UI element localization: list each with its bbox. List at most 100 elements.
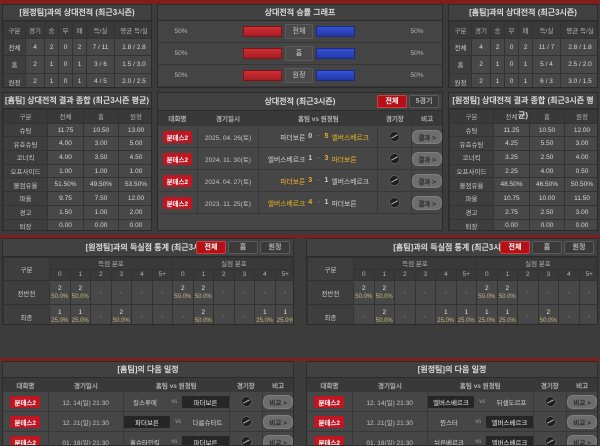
count-value: 2 xyxy=(382,308,387,316)
empty-value: - xyxy=(444,288,447,296)
distribution-cell: - xyxy=(254,280,276,305)
result-button[interactable]: 결과 > xyxy=(412,173,442,188)
row-label: 원정 xyxy=(3,72,26,87)
match-date-cell: 2024. 04. 27(토) xyxy=(198,170,260,191)
empty-value: - xyxy=(567,288,570,296)
stat-cell: 1 xyxy=(44,72,59,87)
filter-button[interactable]: 홈 xyxy=(228,241,258,254)
panel-title: [원정팀]과의 득실점 통계 (최근3시즌) 전체 홈 원정 xyxy=(3,239,293,257)
distribution-cell: - xyxy=(233,280,256,305)
stadium-icon[interactable] xyxy=(544,416,556,427)
match-row: 분데스2 2024. 11. 30(토) 엘버스베르크 1-3 파더보른 결과 > xyxy=(158,148,442,170)
compare-button[interactable]: 비교 > xyxy=(263,414,293,429)
empty-value: - xyxy=(161,312,164,320)
stadium-icon[interactable] xyxy=(389,131,401,142)
table-row: 오프사이드 2.25 4.00 0.50 xyxy=(449,163,597,179)
concede-group-header: 실점 분포 xyxy=(172,257,293,270)
count-value: 2 xyxy=(119,308,124,316)
compare-button[interactable]: 비교 > xyxy=(263,394,293,409)
count-value: 1 xyxy=(505,308,510,316)
filter-button[interactable]: 전체 xyxy=(500,241,530,254)
column-header: 홈 xyxy=(83,109,119,124)
match-date: 2024. 04. 27(토) xyxy=(204,178,252,186)
filter-button[interactable]: 홈 xyxy=(532,241,562,254)
stat-cell: 2.75 xyxy=(493,204,530,220)
compare-button[interactable]: 비교 > xyxy=(567,434,597,445)
column-header: 홈팀 vs 원정팀 xyxy=(428,378,534,391)
filter-button[interactable]: 전체 xyxy=(377,95,407,108)
match-teams-cell: 파더보른 vs 다름슈타트 xyxy=(123,412,230,431)
stat-cell: 0 xyxy=(58,72,73,87)
filter-buttons: 전체 홈 원정 xyxy=(196,241,290,254)
row-label: 전체 xyxy=(449,38,472,57)
column-header: 3 xyxy=(537,268,560,281)
compare-button[interactable]: 비교 > xyxy=(567,414,597,429)
compare-button[interactable]: 비교 > xyxy=(567,394,597,409)
stat-cell: 2.0 / 2.5 xyxy=(114,72,151,87)
stat-cell: 4 xyxy=(25,38,45,57)
compare-button[interactable]: 비교 > xyxy=(263,434,293,445)
vs-label: vs xyxy=(175,418,182,425)
percent-value: 50.0% xyxy=(478,293,496,300)
column-header: 비고 xyxy=(567,378,597,391)
panel-title: [홈팀]의 다음 일정 xyxy=(3,362,293,378)
stat-cell: 48.50% xyxy=(493,177,530,193)
schedule-row: 분데스2 12. 21(일) 21:30 파더보른 vs 다름슈타트 비교 > xyxy=(3,412,293,432)
column-header: 4 xyxy=(435,268,457,281)
distribution-cell: - xyxy=(213,280,235,305)
row-label: 유효슈팅 xyxy=(3,136,48,152)
stat-cell: 0 xyxy=(58,38,73,57)
stadium-icon[interactable] xyxy=(389,153,401,164)
distribution-cell: - xyxy=(233,304,256,324)
red-divider-middle xyxy=(0,235,600,238)
home-team-name: 엘버스베르크 xyxy=(267,200,306,208)
distribution-cell: 1 25.0% xyxy=(69,304,91,324)
percent-value: 25.0% xyxy=(71,317,89,324)
match-list-header: 대회명 경기일시 홈팀 vs 원정팀 경기장 비고 xyxy=(158,111,442,126)
schedule-header: 대회명 경기일시 홈팀 vs 원정팀 경기장 비고 xyxy=(307,378,597,392)
stat-cell: 1.8 / 2.8 xyxy=(114,38,151,57)
away-team-name: 엘버스베르크 xyxy=(331,178,369,186)
row-label: 홈 xyxy=(3,55,26,74)
stadium-icon[interactable] xyxy=(389,175,401,186)
stadium-icon[interactable] xyxy=(240,436,252,445)
stat-cell: 0.00 xyxy=(564,218,597,230)
filter-button[interactable]: 원정 xyxy=(564,241,594,254)
distribution-cell: - xyxy=(131,280,153,305)
distribution-cell: 2 50.0% xyxy=(192,280,215,305)
header-row: 구분 전체 홈 원정 xyxy=(449,109,597,124)
stadium-icon[interactable] xyxy=(544,396,556,407)
stadium-icon[interactable] xyxy=(240,396,252,407)
empty-value: - xyxy=(181,312,184,320)
stadium-icon[interactable] xyxy=(544,436,556,445)
column-header: 비고 xyxy=(412,111,442,125)
stat-cell: 3.00 xyxy=(564,136,597,152)
result-button[interactable]: 결과 > xyxy=(412,151,442,166)
result-button[interactable]: 결과 > xyxy=(412,195,442,210)
column-header: 1 xyxy=(496,268,519,281)
row-label: 전반전 xyxy=(307,280,354,305)
stadium-icon[interactable] xyxy=(240,416,252,427)
stat-cell: 2 xyxy=(44,38,59,57)
league-cell: 분데스2 xyxy=(307,412,353,431)
filter-button[interactable]: 5경기 xyxy=(409,95,439,108)
stat-cell: 0.00 xyxy=(529,218,565,230)
stadium-icon[interactable] xyxy=(389,197,401,208)
stat-cell: 4.25 xyxy=(493,136,530,152)
match-date: 2023. 11. 25(토) xyxy=(205,200,251,208)
match-date: 2024. 11. 30(토) xyxy=(205,156,251,164)
filter-button[interactable]: 원정 xyxy=(260,241,290,254)
distribution-cell: 2 50.0% xyxy=(172,280,194,305)
schedule-row: 분데스2 01. 18(일) 21:30 홀슈타인킬 vs 파더보른 비교 > xyxy=(3,432,293,445)
filter-button[interactable]: 전체 xyxy=(196,241,226,254)
column-header: 경기일시 xyxy=(197,111,260,125)
stat-cell: 12.00 xyxy=(564,122,597,138)
empty-value: - xyxy=(140,312,143,320)
stat-cell: 13.00 xyxy=(118,122,151,138)
result-button[interactable]: 결과 > xyxy=(412,129,442,144)
league-badge: 분데스2 xyxy=(314,395,345,408)
table-row: 볼점유율 51.50% 49.50% 53.50% xyxy=(3,177,151,193)
match-teams-cell: 뉘른베르크 vs 엘버스베르크 xyxy=(428,432,534,445)
away-team-name: 다름슈타트 xyxy=(192,419,223,427)
stat-cell: 4 / 5 xyxy=(86,72,115,87)
